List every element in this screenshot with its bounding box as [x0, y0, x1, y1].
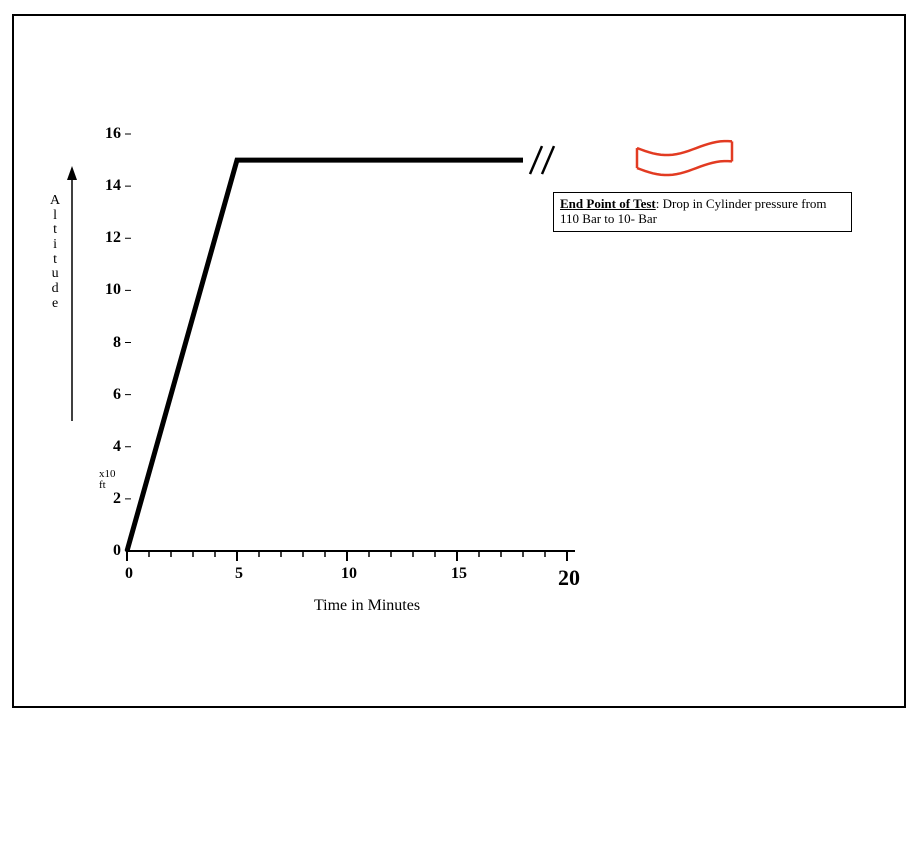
x-tick-label: 0: [109, 565, 149, 583]
page-root: Altitude x10ft 0 5 10 15 20 0 2 4 6 8 10 12 14 16 Ti…: [0, 0, 924, 842]
y-tick-label: 6: [93, 386, 121, 404]
y-axis-label: Altitude: [50, 194, 60, 312]
y-tick-label: 10: [93, 281, 121, 299]
y-tick-label: 2: [93, 490, 121, 508]
y-tick-label: 16: [93, 125, 121, 143]
x-tick-label: 5: [219, 565, 259, 583]
y-tick-label: 4: [93, 438, 121, 456]
y-axis-unit: x10ft: [99, 469, 116, 491]
x-axis-label: Time in Minutes: [267, 597, 467, 615]
x-tick-label: 20: [549, 565, 589, 591]
y-tick-label: 8: [93, 334, 121, 352]
y-tick-label: 14: [93, 177, 121, 195]
y-tick-label: 12: [93, 229, 121, 247]
y-tick-label: 0: [93, 542, 121, 560]
x-tick-label: 10: [329, 565, 369, 583]
x-tick-label: 15: [439, 565, 479, 583]
annotation-title: End Point of Test: [560, 196, 656, 211]
annotation-box: End Point of Test: Drop in Cylinder pres…: [553, 192, 852, 232]
